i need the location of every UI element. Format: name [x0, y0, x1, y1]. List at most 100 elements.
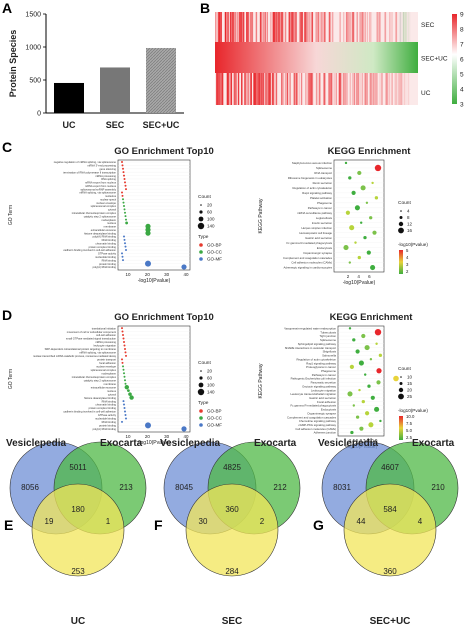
heatmap-stripe [241, 12, 243, 42]
go-term-label: catalytic step 2 spliceosome [84, 214, 117, 218]
heatmap-stripe [330, 73, 333, 105]
heatmap-stripe [361, 12, 364, 42]
heatmap-stripe [324, 12, 326, 42]
heatmap-stripe [300, 12, 302, 42]
heatmap-legend-tick: 3 [460, 102, 464, 109]
heatmap-stripe [301, 73, 303, 105]
go-term-label: cytosol [108, 392, 116, 396]
legend-size-label: 20 [207, 369, 213, 374]
kegg-dot [349, 364, 354, 370]
go-dot [121, 327, 123, 330]
heatmap-stripe [395, 12, 398, 42]
heatmap-stripe [409, 12, 411, 42]
legend-type-label: GO-BP [207, 243, 222, 248]
go-dot [123, 238, 126, 241]
x-tick-label: 40 [183, 434, 189, 439]
heatmap-stripe [296, 73, 298, 105]
plot-frame [333, 159, 385, 273]
legend-color-tick: 10.0 [406, 414, 415, 419]
kegg-term-label: Adrenergic signaling in cardiomyocytes [283, 266, 332, 270]
legend-type-dot [199, 423, 203, 427]
venn-set-label: SEC [222, 616, 243, 627]
go-dot [121, 161, 123, 164]
x-tick-label: 2.5 [349, 438, 356, 443]
heatmap-stripe [386, 73, 388, 105]
kegg-dot [367, 384, 371, 388]
go-term-label: nuclear speck [100, 197, 117, 201]
kegg-dot [370, 395, 375, 400]
kegg-dot [376, 380, 381, 385]
go-dot [123, 375, 126, 378]
kegg-term-label: Rap1 signaling pathway [302, 191, 332, 195]
kegg-term-label: Complement and coagulation cascades [283, 256, 333, 260]
heatmap-stripe [345, 12, 347, 42]
kegg-term-label: Rap1 signaling pathway [306, 361, 336, 365]
heatmap-stripe [405, 12, 407, 42]
go-term-label: nucleolus [105, 194, 117, 198]
heatmap-stripe [346, 12, 348, 42]
heatmap-stripe [233, 73, 235, 105]
heatmap-stripe [318, 73, 320, 105]
heatmap-stripe [376, 12, 378, 42]
heatmap-stripe [239, 12, 242, 42]
go-dot [122, 400, 125, 403]
heatmap-stripe [269, 73, 272, 105]
go-term-label: mRNA export from nucleus [85, 181, 117, 185]
kegg-dot [370, 264, 376, 271]
go-dot [124, 351, 127, 354]
legend-title: Count [398, 200, 411, 206]
kegg-dot [350, 430, 354, 435]
kegg-term-label: Cell adhesion molecules (CAMs) [291, 261, 332, 265]
heatmap-stripe [316, 12, 317, 42]
heatmap-row-label: SEC [421, 22, 435, 29]
kegg-term-label: Ribosome biogenesis in eukaryotes [288, 176, 333, 180]
heatmap-stripe [352, 73, 354, 105]
go-term-label: mRNA splicing, via spliceosome [79, 351, 116, 355]
go-dot [122, 334, 124, 337]
heatmap-stripe [216, 73, 219, 105]
panel-label-g: G [313, 517, 324, 533]
venn-set-label: Vesiclepedia [6, 438, 66, 449]
heatmap-stripe [259, 73, 261, 105]
x-tick-label: 5.0 [356, 438, 363, 443]
heatmap-stripe [339, 73, 341, 105]
heatmap-stripe [384, 12, 387, 42]
go-dot [122, 337, 125, 340]
venn-count-bc: 2 [260, 517, 265, 526]
plot-frame [117, 325, 191, 433]
go-dot [124, 242, 126, 245]
heatmap-stripe [275, 12, 278, 42]
kegg-dot [366, 250, 371, 255]
go-dot [123, 344, 126, 347]
heatmap-stripe [399, 12, 402, 42]
heatmap-stripe [244, 73, 246, 105]
go-term-label: mRNA 3'-end processing [87, 164, 116, 168]
heatmap-stripe [389, 12, 390, 42]
go-dot [123, 372, 125, 375]
go-term-label: spliceosomal complex [91, 204, 117, 208]
heatmap-stripe [384, 12, 387, 42]
panel-label-b: B [200, 0, 210, 16]
go-term-label: focal adhesion [99, 361, 116, 365]
heatmap-stripe [311, 12, 314, 42]
go-term-label: nuclear envelope [96, 201, 116, 205]
heatmap-stripe [283, 73, 285, 105]
heatmap-stripe [302, 12, 303, 42]
kegg-dot [352, 338, 356, 342]
legend-size-label: 140 [207, 390, 215, 395]
heatmap-row-label: SEC+UC [421, 56, 448, 63]
kegg-term-label: Herpes simplex infection [302, 226, 333, 230]
heatmap-stripe [220, 12, 222, 42]
kegg-dot [365, 411, 370, 416]
go-term-label: nucleoplasm [101, 218, 116, 222]
go-term-label: mRNA splicing, via spliceosome [79, 191, 116, 195]
heatmap-stripe [399, 12, 402, 42]
heatmap-stripe [325, 12, 326, 42]
heatmap-stripe [316, 73, 318, 105]
panel-label-f: F [154, 517, 163, 533]
heatmap-stripe [275, 73, 278, 105]
heatmap-stripe [249, 73, 251, 105]
kegg-term-label: Cell adhesion molecules (CAMs) [295, 427, 336, 431]
heatmap-stripe [342, 73, 345, 105]
heatmap-stripe [398, 12, 400, 42]
